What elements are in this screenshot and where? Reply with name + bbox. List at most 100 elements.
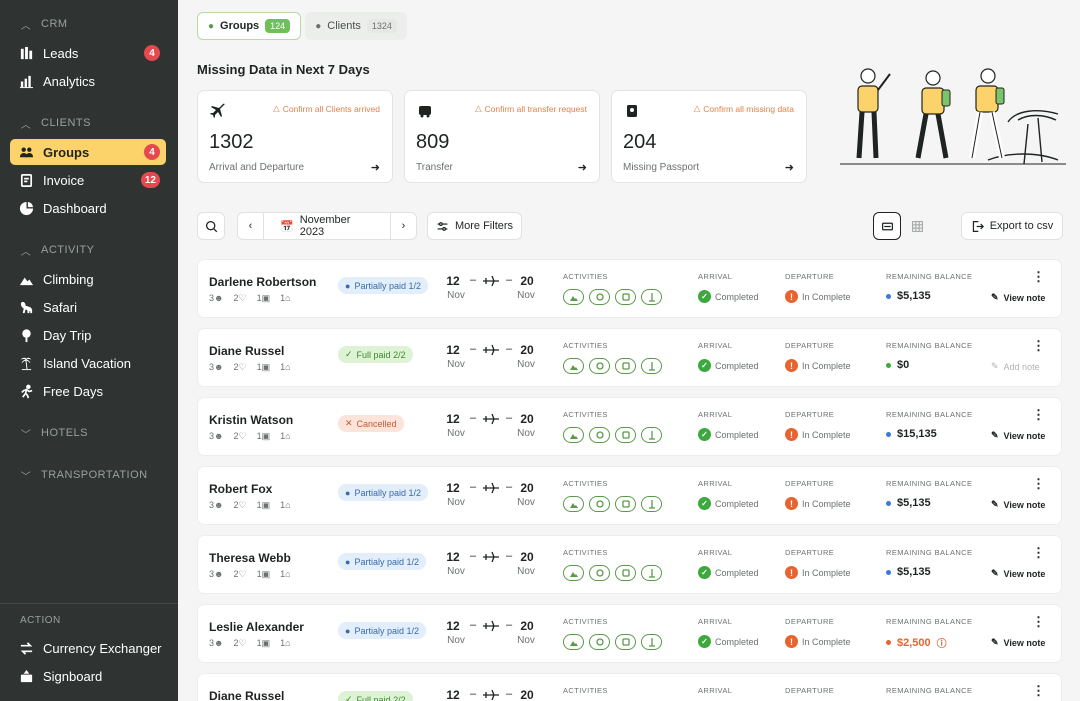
sidebar-item-free-days[interactable]: Free Days <box>10 378 166 404</box>
section-hotels[interactable]: ﹀ HOTELS <box>20 425 88 441</box>
client-name[interactable]: Diane Russel <box>209 689 285 701</box>
activity-bus-icon[interactable] <box>615 427 636 443</box>
section-activity[interactable]: ︿ ACTIVITY <box>20 242 95 258</box>
section-crm[interactable]: ︿ CRM <box>20 16 68 32</box>
sidebar-item-safari[interactable]: Safari <box>10 294 166 320</box>
view-note-button[interactable]: ✎ View note <box>991 499 1045 510</box>
activity-animal-icon[interactable] <box>589 289 610 305</box>
activity-animal-icon[interactable] <box>589 565 610 581</box>
activity-animal-icon[interactable] <box>589 427 610 443</box>
arrow-right-icon[interactable]: ➜ <box>577 162 587 174</box>
activity-bus-icon[interactable] <box>615 496 636 512</box>
activity-bus-icon[interactable] <box>615 565 636 581</box>
more-options-icon[interactable]: ⋮ <box>1032 614 1045 629</box>
more-options-icon[interactable]: ⋮ <box>1032 476 1045 491</box>
warning-link[interactable]: △ Confirm all transfer request <box>475 103 587 114</box>
section-transportation[interactable]: ﹀ TRANSPORTATION <box>20 467 148 483</box>
plane-icon <box>483 551 499 563</box>
view-note-button[interactable]: ✎ View note <box>991 568 1045 579</box>
activity-animal-icon[interactable] <box>589 358 610 374</box>
activity-bus-icon[interactable] <box>615 634 636 650</box>
activity-person-icon[interactable] <box>641 358 662 374</box>
activity-person-icon[interactable] <box>641 289 662 305</box>
month-display[interactable]: 📅 November 2023 <box>270 214 384 238</box>
activity-bus-icon[interactable] <box>615 358 636 374</box>
activity-animal-icon[interactable] <box>589 634 610 650</box>
activities-label: ACTIVITIES <box>563 479 608 488</box>
table-row[interactable]: Kristin Watson 3☻ 2♡ 1▣ 1⌂ ✕ Cancelled 12 Nov – –2… <box>197 397 1062 456</box>
client-name[interactable]: Robert Fox <box>209 482 273 496</box>
table-row[interactable]: Theresa Webb 3☻ 2♡ 1▣ 1⌂ ● Partialy paid 1/2 12… <box>197 535 1062 594</box>
view-note-button[interactable]: ✎ View note <box>991 430 1045 441</box>
tab-clients[interactable]: ● Clients 1324 <box>305 12 407 40</box>
add-note-button[interactable]: ✎ Add note <box>991 361 1040 372</box>
view-note-button[interactable]: ✎ View note <box>991 637 1045 648</box>
more-options-icon[interactable]: ⋮ <box>1032 269 1045 284</box>
activity-animal-icon[interactable] <box>589 496 610 512</box>
export-csv-button[interactable]: Export to csv <box>961 212 1063 240</box>
activity-person-icon[interactable] <box>641 496 662 512</box>
activity-mountain-icon[interactable] <box>563 289 584 305</box>
activity-mountain-icon[interactable] <box>563 634 584 650</box>
activity-mountain-icon[interactable] <box>563 496 584 512</box>
activities-label: ACTIVITIES <box>563 548 608 557</box>
client-name[interactable]: Leslie Alexander <box>209 620 304 634</box>
note-label: View note <box>1003 430 1046 441</box>
list-view-toggle[interactable] <box>873 212 901 240</box>
search-button[interactable] <box>197 212 225 240</box>
client-name[interactable]: Diane Russel <box>209 344 285 358</box>
balance-label: REMAINING BALANCE <box>886 410 973 419</box>
info-icon[interactable]: ⓘ <box>936 639 947 650</box>
sidebar-item-invoice[interactable]: Invoice 12 <box>10 167 166 193</box>
sidebar-item-dashboard[interactable]: Dashboard <box>10 195 166 221</box>
more-options-icon[interactable]: ⋮ <box>1032 338 1045 353</box>
activity-person-icon[interactable] <box>641 427 662 443</box>
end-month: Nov <box>517 359 535 370</box>
chevron-left-icon[interactable]: ‹ <box>238 213 264 239</box>
warning-link[interactable]: △ Confirm all Clients arrived <box>273 103 380 114</box>
more-options-icon[interactable]: ⋮ <box>1032 545 1045 560</box>
stat-card-passport[interactable]: △ Confirm all missing data 204 Missing Pa… <box>611 90 807 183</box>
chevron-right-icon[interactable]: › <box>390 213 416 239</box>
activity-mountain-icon[interactable] <box>563 427 584 443</box>
month-picker[interactable]: ‹ 📅 November 2023 › <box>237 212 417 240</box>
warning-link[interactable]: △ Confirm all missing data <box>694 103 794 114</box>
more-options-icon[interactable]: ⋮ <box>1032 407 1045 422</box>
table-row[interactable]: Leslie Alexander 3☻ 2♡ 1▣ 1⌂ ● Partialy paid 1… <box>197 604 1062 663</box>
view-note-button[interactable]: ✎ View note <box>991 292 1045 303</box>
activity-bus-icon[interactable] <box>615 289 636 305</box>
tab-groups[interactable]: ● Groups 124 <box>197 12 302 40</box>
grid-view-toggle[interactable] <box>903 212 931 240</box>
stat-card-transfer[interactable]: △ Confirm all transfer request 809 Transf… <box>404 90 600 183</box>
sidebar-item-groups[interactable]: Groups 4 <box>10 139 166 165</box>
activity-mountain-icon[interactable] <box>563 358 584 374</box>
table-row[interactable]: Robert Fox 3☻ 2♡ 1▣ 1⌂ ● Partially paid 1/2 12 N… <box>197 466 1062 525</box>
chevron-up-icon: ︿ <box>20 119 32 131</box>
balance-label: REMAINING BALANCE <box>886 479 973 488</box>
sidebar-item-day-trip[interactable]: Day Trip <box>10 322 166 348</box>
activity-person-icon[interactable] <box>641 634 662 650</box>
sidebar-item-island-vacation[interactable]: Island Vacation <box>10 350 166 376</box>
section-clients[interactable]: ︿ CLIENTS <box>20 115 91 131</box>
stat-card-arrival[interactable]: △ Confirm all Clients arrived 1302 Arriva… <box>197 90 393 183</box>
client-name[interactable]: Theresa Webb <box>209 551 291 565</box>
client-name[interactable]: Darlene Robertson <box>209 275 317 289</box>
activity-mountain-icon[interactable] <box>563 565 584 581</box>
sidebar-item-leads[interactable]: Leads 4 <box>10 40 166 66</box>
client-name[interactable]: Kristin Watson <box>209 413 294 427</box>
sidebar-item-currency-exchanger[interactable]: Currency Exchanger <box>10 635 166 661</box>
departure-status-text: In Complete <box>802 567 851 578</box>
more-options-icon[interactable]: ⋮ <box>1032 683 1045 698</box>
sidebar-item-climbing[interactable]: Climbing <box>10 266 166 292</box>
activity-person-icon[interactable] <box>641 565 662 581</box>
arrow-right-icon[interactable]: ➜ <box>784 162 794 174</box>
sidebar-item-signboard[interactable]: Signboard <box>10 663 166 689</box>
status-dot <box>886 293 891 299</box>
more-filters-button[interactable]: More Filters <box>427 212 522 240</box>
sidebar-item-analytics[interactable]: Analytics <box>10 68 166 94</box>
arrow-right-icon[interactable]: ➜ <box>370 162 380 174</box>
table-row[interactable]: Darlene Robertson 3☻ 2♡ 1▣ 1⌂ ● Partially paid… <box>197 259 1062 318</box>
rooms-count: 1⌂ <box>280 431 291 441</box>
